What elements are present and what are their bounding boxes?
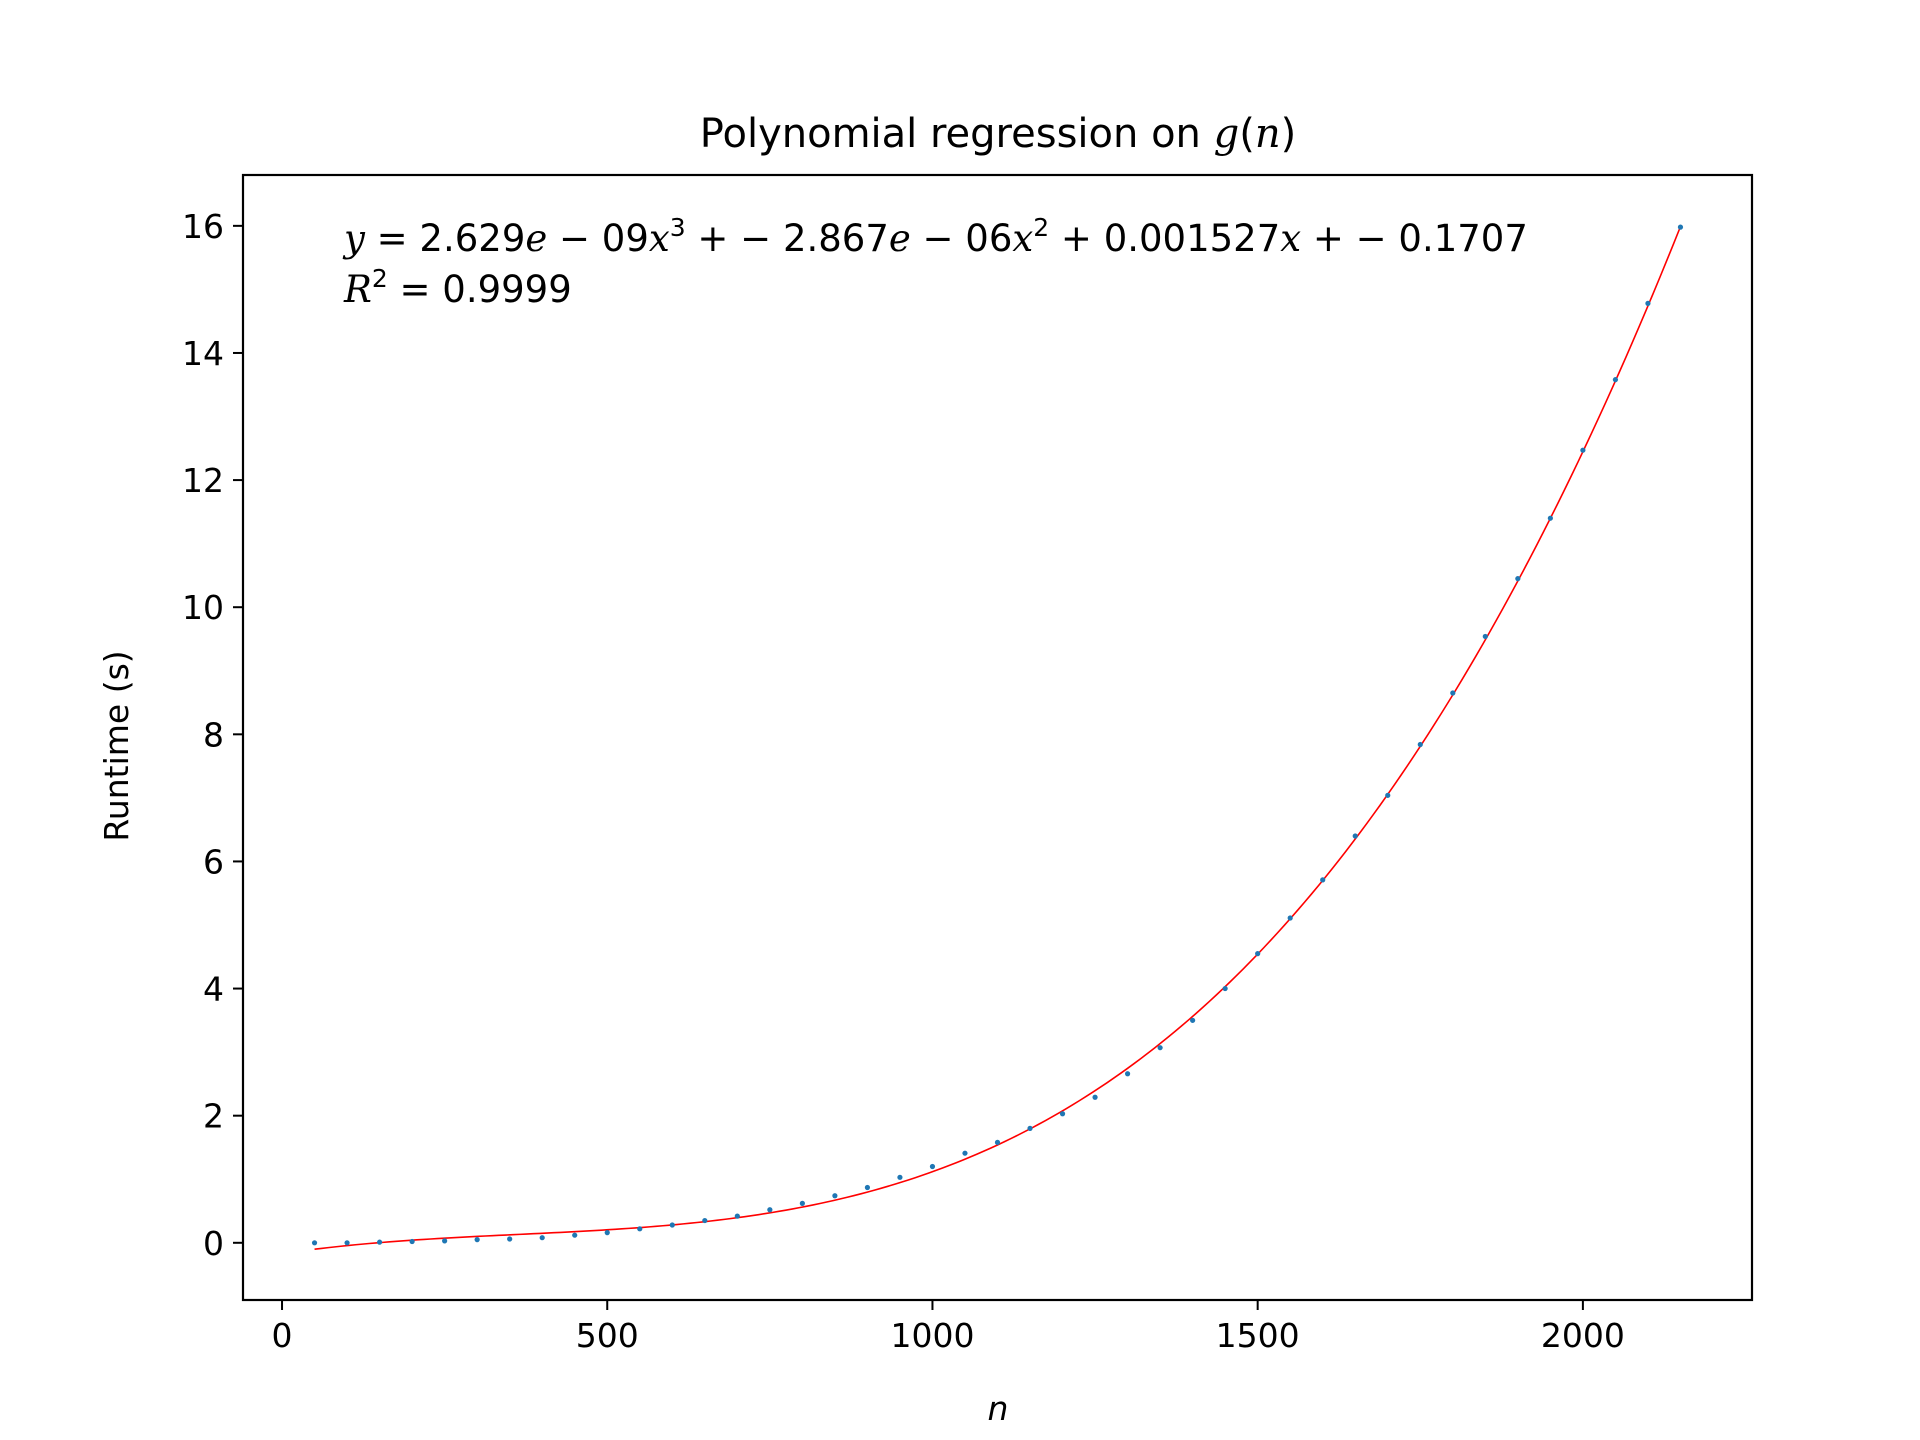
y-tick-label: 10 — [182, 588, 224, 627]
x-axis-label: n — [988, 1389, 1009, 1428]
data-point — [962, 1150, 968, 1156]
data-point — [604, 1230, 610, 1236]
data-point — [832, 1193, 838, 1199]
data-point — [1092, 1094, 1098, 1100]
data-point — [344, 1240, 350, 1246]
data-point — [1287, 915, 1293, 921]
data-point — [1190, 1017, 1196, 1023]
data-point — [799, 1200, 805, 1206]
y-axis-label: Runtime (s) — [97, 650, 136, 841]
data-point — [1320, 877, 1326, 883]
y-tick-label: 14 — [182, 334, 224, 373]
y-tick-label: 0 — [203, 1224, 224, 1263]
data-point — [572, 1232, 578, 1238]
data-point — [376, 1239, 383, 1245]
data-point — [1027, 1125, 1033, 1131]
plot-area — [241, 173, 1754, 1302]
data-point — [1612, 377, 1619, 383]
data-point — [994, 1139, 1001, 1145]
plot-frame — [241, 173, 1754, 1302]
x-tick-label: 2000 — [1541, 1316, 1625, 1355]
data-point — [409, 1238, 415, 1245]
data-point — [669, 1222, 675, 1228]
data-point — [1222, 985, 1228, 992]
data-point — [539, 1235, 545, 1241]
data-point — [1547, 515, 1553, 521]
x-tick-label: 1500 — [1216, 1316, 1300, 1355]
y-tick-label: 16 — [182, 207, 224, 246]
x-axis-ticks: 0 500 1000 1500 2000 — [272, 1300, 1625, 1355]
y-tick-label: 2 — [203, 1097, 224, 1136]
data-point — [1255, 951, 1261, 957]
x-tick-label: 0 — [272, 1316, 293, 1355]
fit-equation-label: y = 2.629e − 09x3 + − 2.867e − 06x2 + 0.… — [342, 213, 1528, 260]
data-point — [1580, 447, 1586, 453]
data-point — [1352, 833, 1358, 839]
data-point — [442, 1238, 448, 1244]
chart-title: Polynomial regression on g(n) — [700, 111, 1296, 157]
data-point — [1450, 690, 1456, 696]
r-squared-label: R2 = 0.9999 — [343, 264, 572, 311]
y-tick-label: 6 — [203, 842, 224, 881]
data-point — [1157, 1045, 1163, 1051]
data-point — [637, 1226, 643, 1232]
data-point — [311, 1240, 318, 1246]
points-layer — [311, 224, 1684, 1246]
data-point — [1124, 1071, 1131, 1077]
data-point — [1645, 300, 1651, 306]
y-axis-ticks: 0 2 4 6 8 10 12 14 16 — [182, 207, 243, 1263]
y-tick-label: 4 — [203, 970, 224, 1009]
data-point — [864, 1184, 871, 1191]
data-point — [1059, 1111, 1066, 1117]
data-point — [1385, 792, 1391, 798]
x-tick-label: 1000 — [890, 1316, 974, 1355]
x-tick-label: 500 — [576, 1316, 639, 1355]
data-point — [897, 1174, 903, 1180]
data-point — [1482, 633, 1488, 640]
data-point — [929, 1163, 936, 1170]
data-point — [734, 1213, 740, 1219]
data-point — [767, 1207, 773, 1213]
data-point — [1417, 741, 1423, 748]
data-point — [702, 1217, 708, 1224]
data-point — [507, 1236, 513, 1242]
data-point — [1515, 576, 1521, 582]
y-tick-label: 8 — [203, 715, 224, 754]
data-point — [474, 1237, 480, 1243]
data-point — [1677, 224, 1684, 230]
y-tick-label: 12 — [182, 461, 224, 500]
